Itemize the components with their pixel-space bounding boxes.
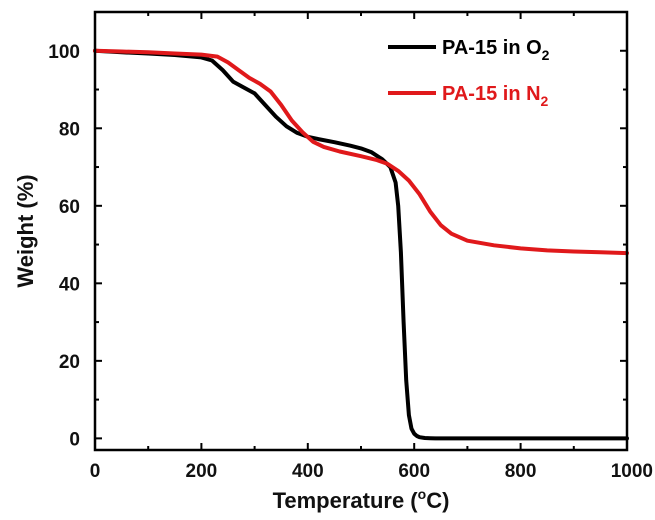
legend: PA-15 in O2 PA-15 in N2 <box>388 37 550 109</box>
y-tick-label: 100 <box>48 42 80 63</box>
y-tick-label: 80 <box>59 119 80 140</box>
plot-frame <box>93 10 629 452</box>
x-tick-label: 800 <box>505 461 537 482</box>
y-tick-labels: 0 20 40 60 80 100 <box>48 42 80 451</box>
legend-label-n2-main: PA-15 in N <box>442 83 541 105</box>
legend-label-n2: PA-15 in N2 <box>442 83 549 109</box>
x-tick-labels: 0 200 400 600 800 1000 <box>90 461 653 482</box>
legend-label-o2: PA-15 in O2 <box>442 37 550 63</box>
x-axis-title-main: Temperature ( <box>273 488 419 513</box>
x-tick-label: 400 <box>292 461 324 482</box>
x-tick-label: 600 <box>398 461 430 482</box>
series-layer <box>93 48 629 441</box>
x-axis-title-unit: C) <box>426 488 449 513</box>
x-tick-label: 200 <box>186 461 218 482</box>
axis-ticks <box>94 12 628 450</box>
legend-label-o2-sub: 2 <box>542 47 550 63</box>
y-axis-title: Weight (%) <box>13 174 38 287</box>
x-axis-title: Temperature (oC) <box>273 486 450 513</box>
legend-label-n2-sub: 2 <box>541 93 549 109</box>
series-line-n2 <box>93 48 629 256</box>
legend-label-o2-main: PA-15 in O <box>442 37 542 59</box>
y-tick-label: 0 <box>69 429 80 450</box>
x-axis-title-degree: o <box>418 486 427 502</box>
y-tick-label: 20 <box>59 352 80 373</box>
x-tick-label: 1000 <box>611 461 653 482</box>
y-tick-label: 60 <box>59 197 80 218</box>
x-tick-label: 0 <box>90 461 101 482</box>
y-tick-label: 40 <box>59 274 80 295</box>
series-line-o2 <box>93 48 629 441</box>
